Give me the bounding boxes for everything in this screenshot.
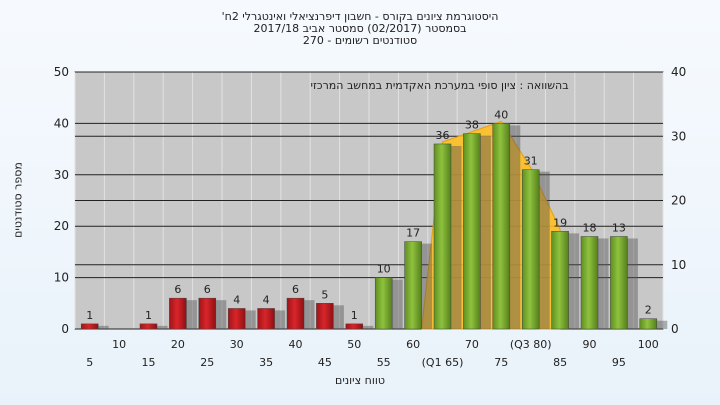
chart-title: 'היסטוגרמת ציונים בקורס - חשבון דיפרנציא…	[221, 10, 499, 23]
x-tick-label: 5	[86, 356, 93, 369]
bar-shadow	[91, 325, 109, 329]
bar-value-label: 4	[263, 293, 270, 306]
bar-value-label: 6	[292, 283, 299, 296]
bar	[404, 241, 422, 330]
x-tick-label: 40	[289, 338, 303, 351]
x-tick-label: 100	[638, 338, 659, 351]
bar-value-label: 10	[377, 263, 391, 276]
bar-value-label: 19	[553, 216, 567, 229]
bar	[580, 236, 599, 330]
bar	[492, 123, 511, 330]
y-tick-label: 40	[54, 116, 69, 130]
bar	[139, 323, 158, 330]
bar	[198, 297, 217, 330]
chart-registered-count: סטודנטים רשומים - 270	[302, 34, 418, 47]
x-tick-label: 55	[377, 356, 391, 369]
x-axis-label: טווח ציונים	[335, 374, 385, 387]
x-tick-label: 25	[200, 356, 214, 369]
x-tick-label: 95	[612, 356, 626, 369]
bar-value-label: 38	[465, 119, 479, 132]
bar-value-label: 1	[145, 309, 152, 322]
bar	[227, 308, 246, 330]
y2-tick-label: 30	[671, 129, 686, 143]
y-tick-label: 0	[61, 322, 69, 336]
x-tick-label: 70	[465, 338, 479, 351]
x-tick-label: (Q1 65)	[422, 356, 464, 369]
bar	[374, 277, 393, 330]
bar	[80, 323, 99, 330]
y-tick-label: 10	[54, 271, 69, 285]
bar-value-label: 4	[233, 293, 240, 306]
bar-value-label: 5	[321, 288, 328, 301]
bar-value-label: 13	[612, 221, 626, 234]
bar-value-label: 6	[204, 283, 211, 296]
bar	[286, 297, 305, 330]
x-tick-label: 10	[112, 338, 126, 351]
bar	[610, 236, 628, 330]
bar-value-label: 18	[583, 221, 597, 234]
y2-tick-label: 0	[671, 322, 679, 336]
chart-semester: בסמסטר (02/2017) סמסטר אביב 2017/18	[253, 22, 467, 35]
x-tick-label: 15	[142, 356, 156, 369]
bar-value-label: 40	[494, 108, 508, 121]
bar	[551, 231, 569, 330]
bar-value-label: 31	[524, 155, 538, 168]
chart-annotation: בהשוואה : ציון סופי במערכת האקדמית במחשב…	[311, 79, 569, 92]
y2-tick-label: 40	[671, 65, 686, 79]
x-tick-label: 90	[583, 338, 597, 351]
x-tick-label: 75	[494, 356, 508, 369]
y2-tick-label: 10	[671, 258, 686, 272]
bar-shadow	[356, 325, 374, 329]
x-tick-label: 45	[318, 356, 332, 369]
bar-value-label: 1	[351, 309, 358, 322]
x-tick-label: 20	[171, 338, 185, 351]
bar	[433, 143, 452, 330]
bar-value-label: 6	[174, 283, 181, 296]
bar	[316, 303, 334, 330]
bar-value-label: 1	[86, 309, 93, 322]
bar	[345, 323, 364, 330]
y-tick-label: 50	[54, 65, 69, 79]
x-tick-label: (Q3 80)	[510, 338, 552, 351]
x-tick-label: 50	[347, 338, 361, 351]
bar	[169, 297, 187, 330]
x-tick-label: 35	[259, 356, 273, 369]
bar-value-label: 36	[436, 129, 450, 142]
bar	[463, 133, 481, 330]
x-tick-label: 85	[553, 356, 567, 369]
bar	[257, 308, 275, 330]
x-tick-label: 30	[230, 338, 244, 351]
bar-shadow	[150, 325, 168, 329]
y2-tick-label: 20	[671, 194, 686, 208]
y-axis-label: מספר סטודנטים	[11, 162, 25, 238]
bar-value-label: 17	[406, 227, 420, 240]
bar	[639, 318, 658, 330]
bar-value-label: 2	[645, 304, 652, 317]
bar	[521, 169, 540, 330]
y-tick-label: 20	[54, 219, 69, 233]
y-tick-label: 30	[54, 168, 69, 182]
bar-shadow	[650, 320, 668, 329]
x-tick-label: 60	[406, 338, 420, 351]
